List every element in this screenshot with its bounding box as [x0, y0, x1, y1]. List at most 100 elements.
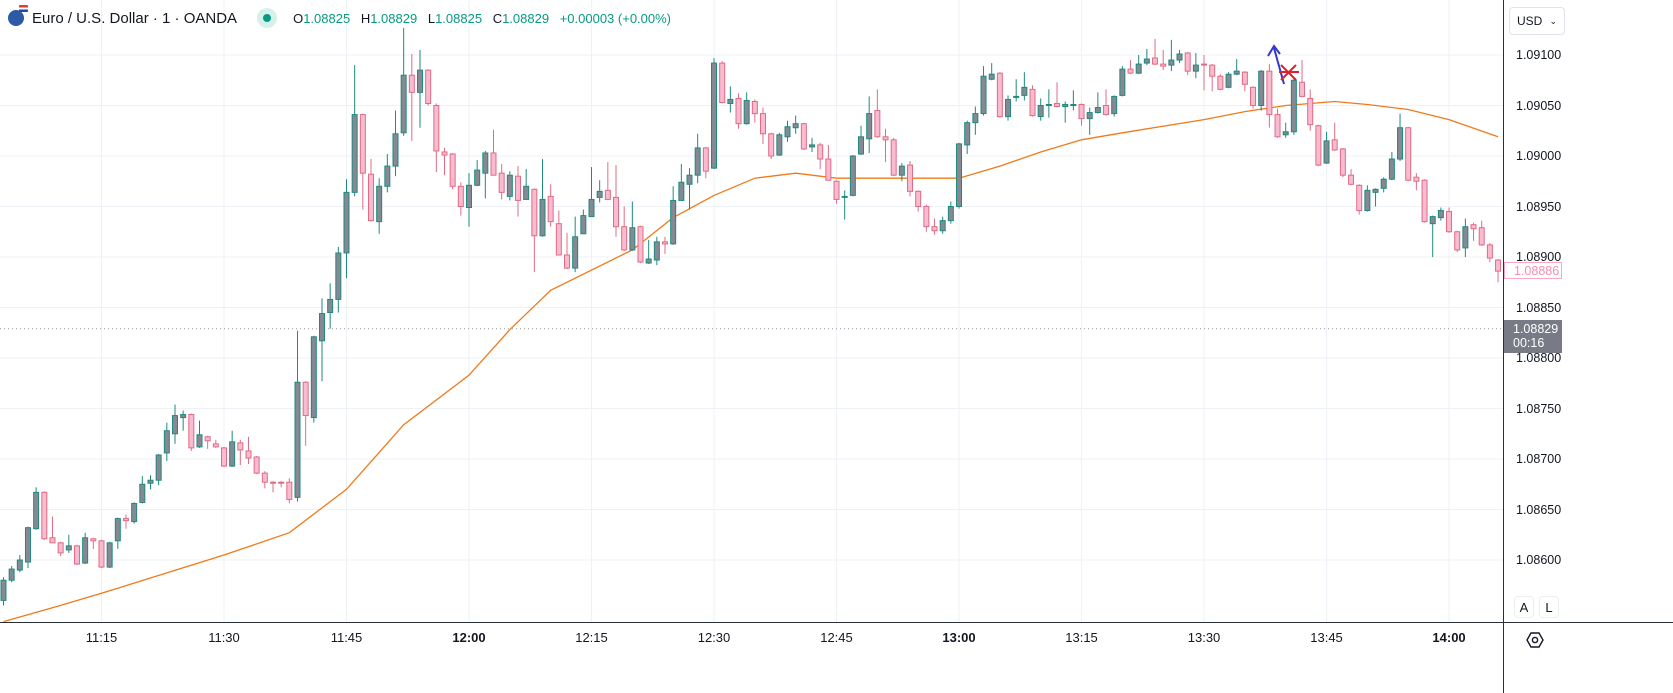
candle-up [1388, 151, 1395, 181]
candle-down [996, 72, 1003, 118]
candle-down [1152, 38, 1159, 66]
candle-body [923, 206, 930, 228]
candle-body [212, 443, 219, 448]
auto-scale-button[interactable]: A [1514, 596, 1534, 618]
candle-body [131, 502, 138, 523]
candle-body [16, 559, 23, 571]
candle-body [841, 195, 848, 198]
candle-body [915, 190, 922, 208]
candle-up [139, 476, 146, 504]
currency-selector[interactable]: USD ⌄ [1509, 7, 1565, 35]
current-price-value: 1.08829 [1513, 322, 1559, 336]
candle-body [188, 414, 195, 449]
candle-body [604, 189, 611, 200]
candle-down [662, 236, 669, 254]
candle-up [686, 168, 693, 210]
candle-body [1315, 125, 1322, 166]
candle-up [506, 171, 513, 201]
candle-up [1013, 79, 1020, 102]
candle-body [1127, 68, 1134, 74]
candle-down [915, 190, 922, 212]
candle-up [310, 335, 317, 423]
candle-down [907, 161, 914, 197]
candle-up [294, 330, 301, 502]
candle-up [523, 169, 530, 200]
moving-average-line [3, 100, 1499, 622]
candle-body [613, 196, 620, 228]
candle-body [1054, 102, 1061, 108]
candle-up [1070, 90, 1077, 111]
candle-down [359, 113, 366, 210]
time-axis[interactable]: 11:15 11:30 11:45 12:00 12:15 12:30 12:45 13:00… [0, 622, 1503, 693]
cross-marker-annotation[interactable] [1279, 64, 1299, 81]
candle-body [1078, 103, 1085, 120]
candle-up [33, 487, 40, 530]
candle-down [874, 89, 881, 138]
candle-up [580, 209, 587, 235]
candle-down [1274, 108, 1281, 138]
price-axis[interactable]: USD ⌄ 1.09100 1.09050 1.09000 1.08950 1.0890… [1503, 0, 1673, 622]
candle-body [49, 537, 56, 544]
candle-up [792, 115, 799, 134]
candle-body [964, 122, 971, 146]
candle-up [1168, 39, 1175, 72]
candle-down [1315, 124, 1322, 167]
candle-body [1086, 112, 1093, 120]
candle-body [1111, 95, 1118, 115]
candle-body [376, 185, 383, 223]
candle-up [1323, 131, 1330, 165]
candle-body [572, 236, 579, 269]
candle-body [400, 74, 407, 134]
candle-body [523, 185, 530, 200]
chart-plot-area[interactable] [0, 0, 1503, 622]
low-label: L [427, 10, 436, 26]
settings-icon[interactable] [1526, 631, 1544, 649]
candle-up [482, 150, 489, 199]
candle-up [980, 66, 987, 116]
candle-body [425, 69, 432, 104]
candle-body [327, 298, 334, 314]
candle-up [8, 566, 15, 583]
candle-body [98, 540, 105, 568]
candle-body [367, 173, 374, 222]
candle-body [1282, 131, 1289, 136]
log-scale-button[interactable]: L [1539, 596, 1559, 618]
candle-up [1086, 107, 1093, 135]
candle-body [147, 479, 154, 484]
candle-up [572, 216, 579, 273]
candle-body [645, 258, 652, 264]
candle-down [1078, 103, 1085, 126]
candle-body [1413, 176, 1420, 182]
candle-up [653, 236, 660, 266]
currency-label: USD [1517, 14, 1543, 28]
candle-body [972, 113, 979, 124]
candle-body [261, 472, 268, 483]
candle-body [351, 114, 358, 193]
candle-up [318, 298, 325, 382]
candle-body [890, 139, 897, 176]
candle-up [947, 201, 954, 224]
candle-up [1233, 59, 1240, 76]
market-open-status-icon[interactable] [257, 8, 278, 28]
candle-body [1070, 103, 1077, 106]
candle-up [180, 410, 187, 431]
candle-up [384, 153, 391, 193]
candle-up [858, 125, 865, 155]
candle-body [163, 430, 170, 454]
candle-body [220, 447, 227, 467]
candle-down [41, 491, 48, 540]
symbol-title[interactable]: Euro / U.S. Dollar · 1 · OANDA [32, 9, 238, 27]
candle-down [1029, 85, 1036, 117]
candle-down [1160, 49, 1167, 71]
candle-down [237, 439, 244, 466]
candle-body [245, 450, 252, 459]
candle-up [0, 577, 7, 606]
candle-down [449, 152, 456, 190]
candle-body [1135, 63, 1142, 74]
candle-body [1405, 127, 1412, 181]
candle-down [90, 537, 97, 549]
candle-down [498, 164, 505, 200]
candle-body [1250, 86, 1257, 106]
candle-up [229, 430, 236, 468]
last-bar-price-label: 1.08886 [1504, 262, 1562, 279]
